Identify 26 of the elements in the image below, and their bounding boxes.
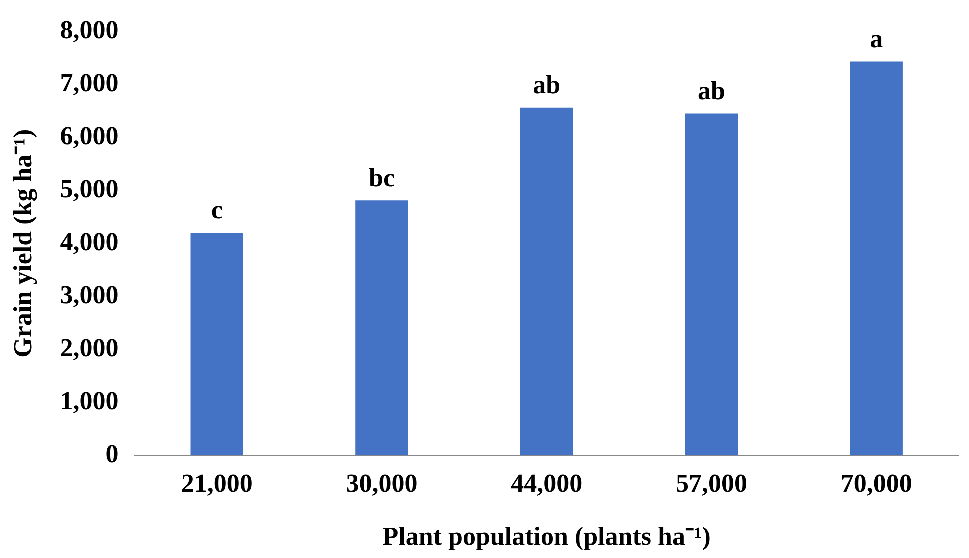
bar [850,62,903,456]
annotation: bc [368,163,395,192]
y-tick-label: 1,000 [60,386,119,416]
x-tick-label: 44,000 [511,468,583,498]
y-tick-label: 8,000 [60,15,119,44]
y-tick-label: 4,000 [60,227,119,256]
y-tick-label: 5,000 [60,174,119,204]
x-tick-label: 70,000 [840,468,912,498]
annotation: ab [698,76,726,106]
y-tick-label: 7,000 [60,68,119,98]
y-tick-label: 2,000 [60,333,119,362]
bar [356,200,408,456]
annotation: ab [533,70,561,100]
annotation: c [211,196,223,225]
y-axis-title: Grain yield (kg ha⁻¹) [8,129,38,358]
bar [520,108,574,456]
x-axis-title: Plant population (plants ha⁻¹) [382,522,711,552]
y-tick-label: 6,000 [60,121,119,150]
y-tick-label: 0 [106,439,119,468]
x-tick-label: 57,000 [676,468,748,498]
annotation: a [870,24,884,54]
x-tick-label: 30,000 [346,468,418,498]
bar [190,233,244,456]
x-tick-label: 21,000 [181,468,253,498]
bar [685,114,738,456]
y-tick-label: 3,000 [60,280,119,310]
